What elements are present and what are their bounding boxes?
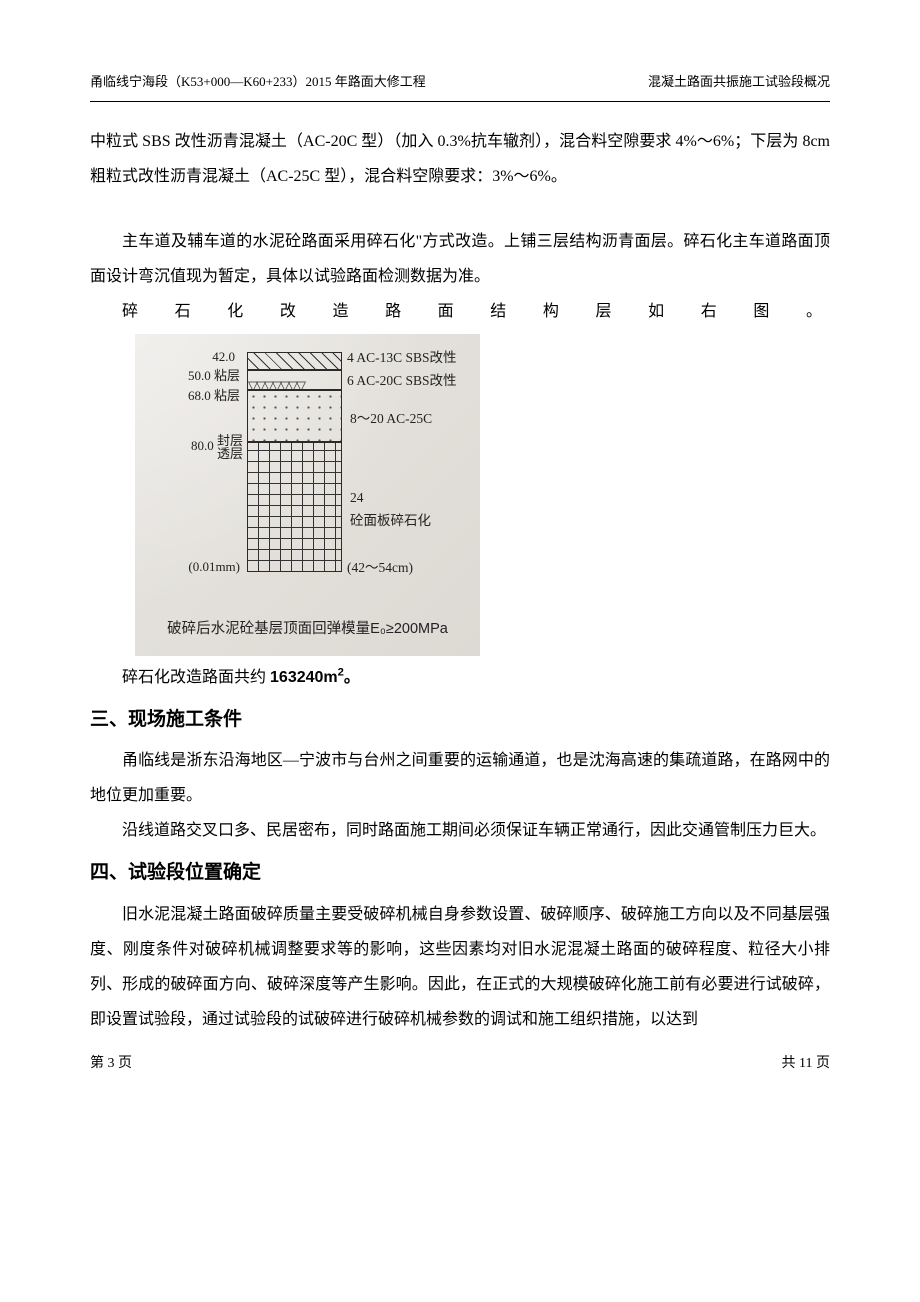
header-right: 混凝土路面共振施工试验段概况: [648, 68, 830, 97]
footer-left: 第 3 页: [90, 1049, 132, 1080]
structure-diagram: ▽▽▽▽▽▽▽ 42.0 50.0 粘层 68.0 粘层 80.0 封层 透层 …: [135, 334, 480, 656]
footer-right: 共 11 页: [782, 1049, 830, 1080]
section-3-title: 三、现场施工条件: [90, 703, 830, 737]
label-right-4: 24: [350, 489, 364, 507]
paragraph-1: 中粒式 SBS 改性沥青混凝土（AC-20C 型）（加入 0.3%抗车辙剂），混…: [90, 124, 830, 194]
label-right-6: (42～54cm): [347, 559, 413, 577]
layer-crushed: [247, 442, 342, 572]
header-left: 甬临线宁海段（K53+000—K60+233）2015 年路面大修工程: [90, 68, 426, 97]
label-right-3: 8～20 AC-25C: [350, 410, 432, 428]
spacer: [90, 194, 830, 224]
label-left-1: 42.0: [175, 349, 235, 365]
label-left-3: 68.0 粘层: [155, 388, 240, 404]
page-header: 甬临线宁海段（K53+000—K60+233）2015 年路面大修工程 混凝土路…: [90, 68, 830, 102]
area-value: 163240m: [270, 669, 338, 686]
paragraph-7: 旧水泥混凝土路面破碎质量主要受破碎机械自身参数设置、破碎顺序、破碎施工方向以及不…: [90, 897, 830, 1038]
label-left-5: (0.01mm): [155, 559, 240, 575]
label-left-2: 50.0 粘层: [155, 368, 240, 384]
diagram-footer: 破碎后水泥砼基层顶面回弹模量E₀≥200MPa: [135, 614, 480, 646]
paragraph-4: 碎石化改造路面共约 163240m2。: [90, 660, 830, 695]
paragraph-2: 主车道及辅车道的水泥砼路面采用碎石化"方式改造。上铺三层结构沥青面层。碎石化主车…: [90, 224, 830, 294]
section-4-title: 四、试验段位置确定: [90, 856, 830, 890]
layer-ac25c: [247, 390, 342, 442]
label-right-1: 4 AC-13C SBS改性: [347, 349, 457, 367]
layer-ac13c: [247, 352, 342, 370]
page-footer: 第 3 页 共 11 页: [90, 1049, 830, 1080]
layer2-pattern: ▽▽▽▽▽▽▽: [248, 372, 304, 390]
paragraph-6: 沿线道路交叉口多、民居密布，同时路面施工期间必须保证车辆正常通行，因此交通管制压…: [90, 813, 830, 848]
label-right-2: 6 AC-20C SBS改性: [347, 372, 457, 390]
label-left-4: 80.0 封层 透层: [153, 434, 243, 460]
paragraph-5: 甬临线是浙东沿海地区—宁波市与台州之间重要的运输通道，也是沈海高速的集疏道路，在…: [90, 743, 830, 813]
label-right-5: 砼面板碎石化: [350, 512, 431, 530]
paragraph-3: 碎石化改造路面结构层如右图。: [90, 294, 830, 329]
layer-ac20c: ▽▽▽▽▽▽▽: [247, 370, 342, 390]
